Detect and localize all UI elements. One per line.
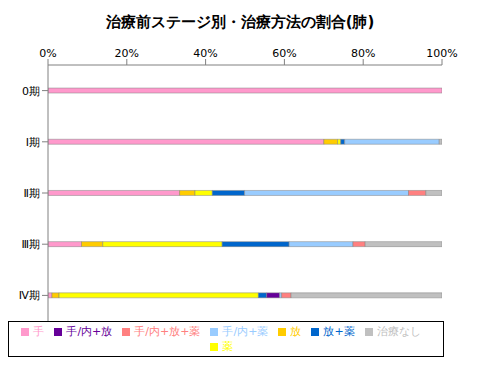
svg-text:Ⅳ期: Ⅳ期 (19, 289, 40, 302)
html-text:手/内+放: 手/内+放 (66, 325, 113, 338)
svg-text:Ⅱ期: Ⅱ期 (24, 187, 40, 200)
html-text:薬: 薬 (221, 340, 233, 353)
svg-text:60%: 60% (272, 47, 296, 60)
svg-text:20%: 20% (115, 47, 139, 60)
html-text:治療前ステージ別・治療方法の割合(肺): 治療前ステージ別・治療方法の割合(肺) (105, 13, 375, 31)
svg-text:100%: 100% (426, 47, 457, 60)
html-text:放+薬: 放+薬 (323, 325, 355, 338)
svg-text:0期: 0期 (22, 85, 40, 98)
svg-text:Ⅰ期: Ⅰ期 (26, 136, 40, 149)
html-text:放: 放 (290, 325, 302, 338)
svg-text:0%: 0% (39, 47, 56, 60)
html-text:手: 手 (33, 325, 45, 338)
svg-text:80%: 80% (351, 47, 375, 60)
html-text:手/内+薬: 手/内+薬 (222, 325, 269, 338)
svg-text:40%: 40% (193, 47, 217, 60)
svg-text:Ⅲ期: Ⅲ期 (21, 238, 40, 251)
html-text:治療なし: 治療なし (376, 325, 421, 338)
html-text:手/内+放+薬: 手/内+放+薬 (134, 325, 201, 338)
